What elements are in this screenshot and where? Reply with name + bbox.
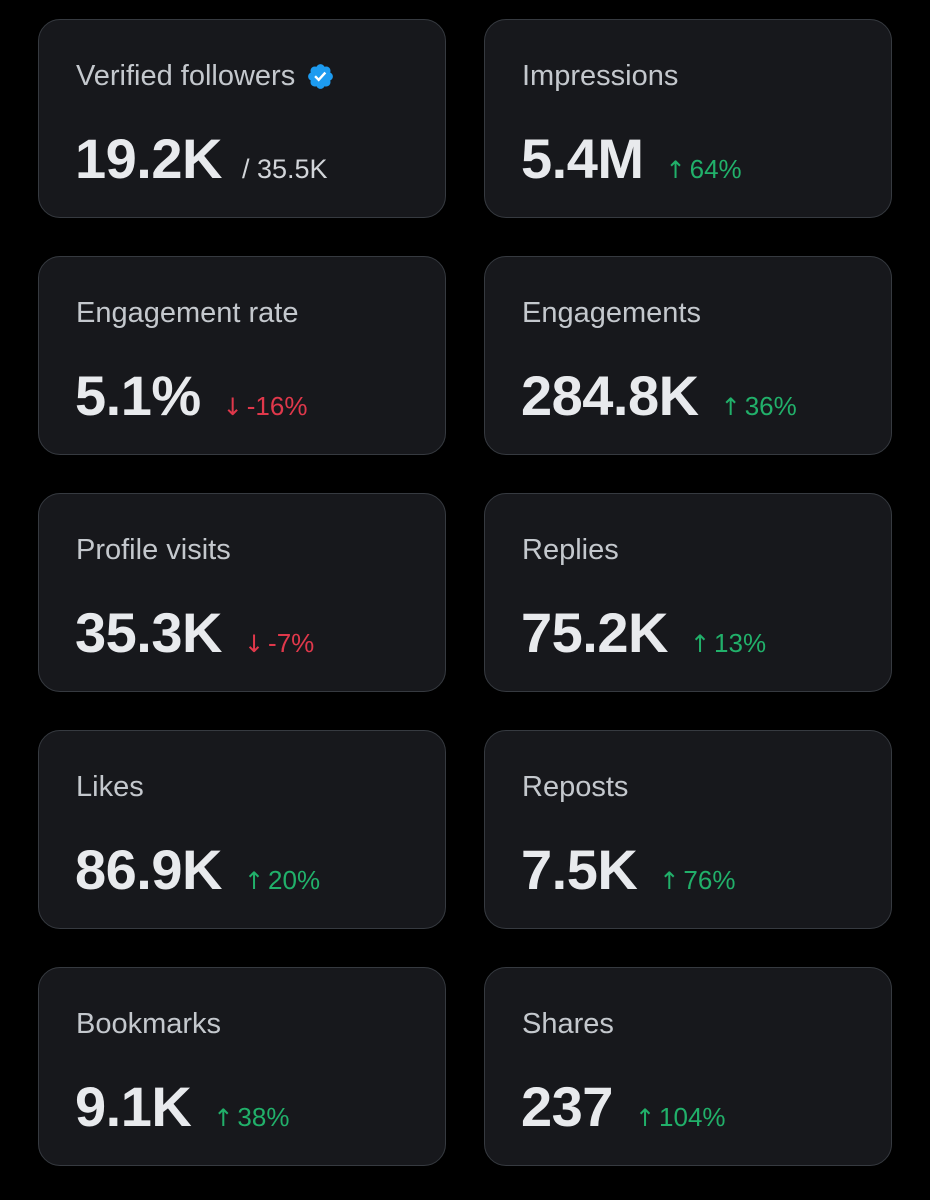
metric-delta-value: 13% (714, 628, 767, 658)
metric-delta-value: 38% (237, 1102, 290, 1132)
metric-delta: ↑ 13% (690, 628, 766, 659)
metric-card-replies[interactable]: Replies 75.2K ↑ 13% (484, 493, 892, 692)
verified-badge-icon (306, 62, 335, 91)
metric-value: 284.8K (521, 364, 699, 427)
metric-delta-value: 20% (268, 865, 321, 895)
arrow-up-icon: ↑ (213, 1104, 234, 1132)
metric-value: 86.9K (75, 838, 222, 901)
metric-card-verified-followers[interactable]: Verified followers 19.2K / 35.5K (38, 19, 446, 218)
metric-delta: ↓ -16% (223, 391, 308, 422)
metric-delta: ↑ 38% (213, 1102, 289, 1133)
metric-label: Likes (76, 771, 144, 803)
metric-value: 9.1K (75, 1075, 192, 1138)
metric-card-engagement-rate[interactable]: Engagement rate 5.1% ↓ -16% (38, 256, 446, 455)
metric-card-reposts[interactable]: Reposts 7.5K ↑ 76% (484, 730, 892, 929)
metric-label: Profile visits (76, 534, 231, 566)
arrow-up-icon: ↑ (689, 630, 711, 658)
metric-delta: ↓ -7% (244, 628, 314, 659)
metric-delta: ↑ 76% (659, 865, 735, 896)
metric-delta-value: -16% (246, 391, 308, 421)
arrow-up-icon: ↑ (243, 867, 265, 895)
metric-label: Reposts (522, 771, 629, 803)
metric-delta-value: 36% (744, 391, 797, 421)
metric-card-bookmarks[interactable]: Bookmarks 9.1K ↑ 38% (38, 967, 446, 1166)
metric-value: 19.2K (75, 127, 222, 190)
metric-label: Replies (522, 534, 619, 566)
metric-card-profile-visits[interactable]: Profile visits 35.3K ↓ -7% (38, 493, 446, 692)
metric-card-shares[interactable]: Shares 237 ↑ 104% (484, 967, 892, 1166)
metric-value-row: 75.2K ↑ 13% (521, 598, 766, 668)
metric-value-row: 19.2K / 35.5K (75, 124, 328, 194)
metric-value: 75.2K (521, 601, 668, 664)
arrow-up-icon: ↑ (720, 393, 741, 421)
metric-label: Verified followers (76, 60, 296, 92)
metric-delta: ↑ 36% (721, 391, 797, 422)
arrow-up-icon: ↑ (659, 867, 680, 895)
metric-value: 5.4M (521, 127, 644, 190)
metric-delta: ↑ 20% (244, 865, 320, 896)
metric-card-impressions[interactable]: Impressions 5.4M ↑ 64% (484, 19, 892, 218)
metric-label-row: Verified followers (76, 56, 335, 96)
metric-delta-value: 64% (689, 154, 742, 184)
metric-value: 7.5K (521, 838, 638, 901)
arrow-down-icon: ↓ (243, 630, 265, 658)
metric-delta: ↑ 64% (666, 154, 742, 185)
metric-value: 237 (521, 1075, 613, 1138)
metric-value-row: 35.3K ↓ -7% (75, 598, 314, 668)
arrow-up-icon: ↑ (665, 156, 686, 184)
metric-value: 5.1% (75, 364, 201, 427)
arrow-up-icon: ↑ (634, 1104, 656, 1132)
metric-value-row: 86.9K ↑ 20% (75, 835, 320, 905)
metric-label: Bookmarks (76, 1008, 222, 1040)
metric-delta: ↑ 104% (635, 1102, 726, 1133)
metric-value-row: 5.4M ↑ 64% (521, 124, 742, 194)
metric-label: Engagement rate (76, 297, 299, 329)
metric-value: 35.3K (75, 601, 222, 664)
metric-delta-value: -7% (268, 628, 315, 658)
metric-label: Shares (522, 1008, 614, 1040)
metric-value-row: 284.8K ↑ 36% (521, 361, 797, 431)
arrow-down-icon: ↓ (222, 393, 243, 421)
metric-delta-value: 76% (683, 865, 736, 895)
metric-total: / 35.5K (241, 154, 328, 184)
metric-value-row: 5.1% ↓ -16% (75, 361, 307, 431)
metric-label: Impressions (522, 60, 679, 92)
metric-card-engagements[interactable]: Engagements 284.8K ↑ 36% (484, 256, 892, 455)
metric-delta-value: 104% (659, 1102, 726, 1132)
metric-value-row: 9.1K ↑ 38% (75, 1072, 289, 1142)
metric-label: Engagements (522, 297, 701, 329)
metrics-grid: Verified followers 19.2K / 35.5K Impress… (38, 19, 892, 1166)
metric-card-likes[interactable]: Likes 86.9K ↑ 20% (38, 730, 446, 929)
metric-value-row: 7.5K ↑ 76% (521, 835, 735, 905)
metric-value-row: 237 ↑ 104% (521, 1072, 726, 1142)
